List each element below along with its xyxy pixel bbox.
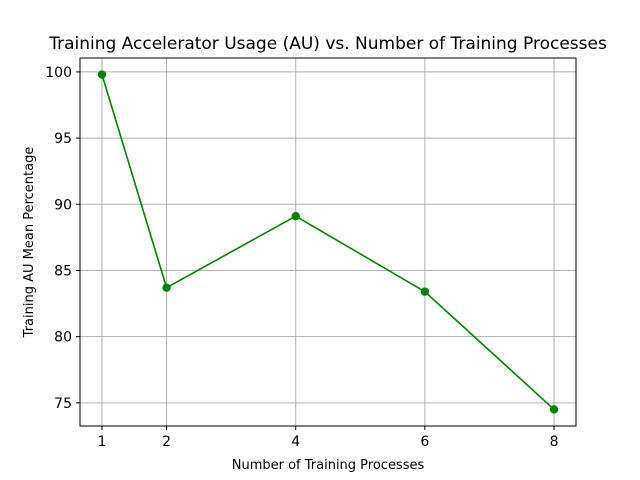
- x-tick-label: 1: [97, 434, 106, 450]
- y-tick-label: 100: [45, 65, 72, 81]
- x-tick-label: 4: [291, 434, 300, 450]
- grid: [80, 58, 576, 426]
- x-tick-label: 8: [550, 434, 559, 450]
- x-tick-label: 6: [420, 434, 429, 450]
- y-axis: 75 80 85 90 95 100: [45, 65, 80, 412]
- series-line: [101, 74, 555, 411]
- data-point: [549, 405, 559, 414]
- y-tick-label: 95: [54, 131, 72, 147]
- x-axis-label: Number of Training Processes: [232, 458, 425, 473]
- chart-title: Training Accelerator Usage (AU) vs. Numb…: [48, 34, 607, 54]
- y-tick-label: 90: [54, 197, 72, 213]
- x-tick-label: 2: [162, 434, 171, 450]
- series-layer: [97, 70, 559, 414]
- y-tick-label: 85: [54, 263, 72, 279]
- data-point: [97, 70, 107, 79]
- plot-frame: [79, 57, 577, 427]
- y-tick-label: 75: [54, 396, 72, 412]
- y-axis-label: Training AU Mean Percentage: [22, 147, 37, 339]
- y-tick-label: 80: [54, 330, 72, 346]
- data-point: [420, 287, 430, 296]
- data-point: [162, 283, 171, 292]
- x-axis: 1 2 4 6 8: [97, 426, 559, 450]
- data-point: [291, 211, 300, 221]
